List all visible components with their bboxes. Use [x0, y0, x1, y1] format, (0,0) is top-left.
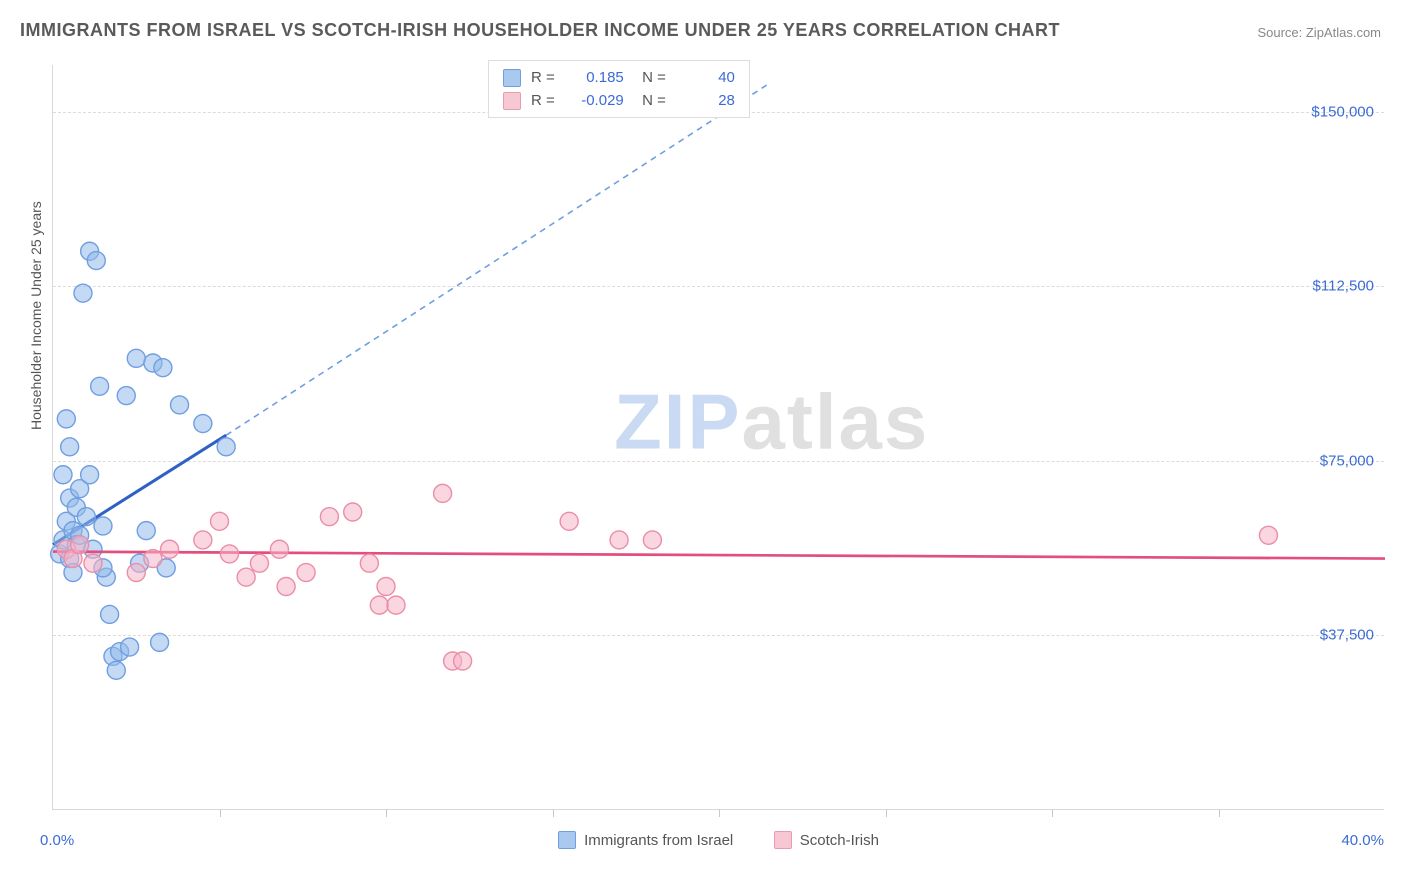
data-point: [127, 349, 145, 367]
data-point: [377, 578, 395, 596]
data-point: [137, 522, 155, 540]
x-tick: [220, 809, 221, 817]
data-point: [161, 540, 179, 558]
data-point: [127, 564, 145, 582]
data-point: [387, 596, 405, 614]
data-point: [117, 387, 135, 405]
scatter-svg: [53, 65, 1385, 810]
data-point: [194, 415, 212, 433]
data-point: [434, 484, 452, 502]
data-point: [610, 531, 628, 549]
data-point: [270, 540, 288, 558]
corr-row-scotch: R = -0.029 N = 28: [503, 89, 735, 112]
swatch-pink-icon: [774, 831, 792, 849]
correlation-legend: R = 0.185 N = 40 R = -0.029 N = 28: [488, 60, 750, 118]
data-point: [171, 396, 189, 414]
x-tick: [719, 809, 720, 817]
swatch-pink-icon: [503, 92, 521, 110]
corr-row-israel: R = 0.185 N = 40: [503, 66, 735, 89]
data-point: [344, 503, 362, 521]
data-point: [91, 377, 109, 395]
data-point: [360, 554, 378, 572]
plot-area: ZIPatlas $37,500$75,000$112,500$150,000 …: [52, 65, 1384, 810]
data-point: [237, 568, 255, 586]
data-point: [77, 508, 95, 526]
corr-n-label: N =: [634, 69, 666, 86]
x-max-label: 40.0%: [1341, 832, 1384, 849]
legend-item-israel: Immigrants from Israel: [558, 831, 733, 849]
x-tick: [1052, 809, 1053, 817]
data-point: [144, 550, 162, 568]
data-point: [154, 359, 172, 377]
data-point: [211, 512, 229, 530]
data-point: [107, 661, 125, 679]
data-point: [121, 638, 139, 656]
data-point: [560, 512, 578, 530]
corr-n-scotch: 28: [680, 92, 735, 109]
corr-r-scotch: -0.029: [569, 92, 624, 109]
data-point: [101, 605, 119, 623]
chart-source: Source: ZipAtlas.com: [1257, 25, 1381, 40]
data-point: [74, 284, 92, 302]
data-point: [87, 252, 105, 270]
series-legend: Immigrants from Israel Scotch-Irish: [53, 831, 1384, 854]
data-point: [277, 578, 295, 596]
data-point: [454, 652, 472, 670]
data-point: [320, 508, 338, 526]
corr-r-israel: 0.185: [569, 69, 624, 86]
legend-label-israel: Immigrants from Israel: [584, 832, 733, 849]
data-point: [54, 466, 72, 484]
data-point: [94, 517, 112, 535]
legend-label-scotch: Scotch-Irish: [800, 832, 879, 849]
x-min-label: 0.0%: [40, 832, 74, 849]
data-point: [1259, 526, 1277, 544]
corr-n-label: N =: [634, 92, 666, 109]
data-point: [250, 554, 268, 572]
chart-title: IMMIGRANTS FROM ISRAEL VS SCOTCH-IRISH H…: [20, 20, 1060, 41]
x-tick: [1219, 809, 1220, 817]
data-point: [57, 410, 75, 428]
corr-r-label: R =: [531, 69, 555, 86]
data-point: [71, 536, 89, 554]
y-axis-label: Householder Income Under 25 years: [28, 201, 44, 430]
legend-item-scotch: Scotch-Irish: [774, 831, 879, 849]
data-point: [297, 564, 315, 582]
x-tick: [386, 809, 387, 817]
data-point: [194, 531, 212, 549]
x-tick: [886, 809, 887, 817]
data-point: [643, 531, 661, 549]
trendline-dash: [226, 84, 769, 436]
swatch-blue-icon: [503, 69, 521, 87]
data-point: [217, 438, 235, 456]
corr-n-israel: 40: [680, 69, 735, 86]
data-point: [84, 554, 102, 572]
data-point: [151, 633, 169, 651]
data-point: [220, 545, 238, 563]
corr-r-label: R =: [531, 92, 555, 109]
x-tick: [553, 809, 554, 817]
data-point: [370, 596, 388, 614]
swatch-blue-icon: [558, 831, 576, 849]
data-point: [61, 438, 79, 456]
data-point: [81, 466, 99, 484]
